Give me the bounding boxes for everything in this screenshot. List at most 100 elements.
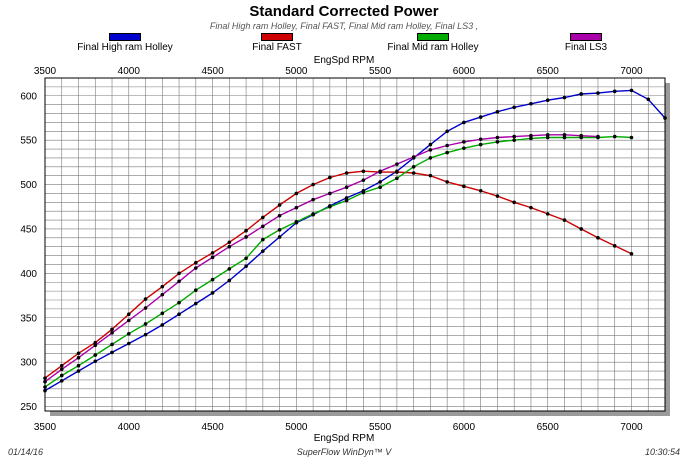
- data-point: [93, 340, 98, 345]
- data-point: [261, 224, 265, 229]
- data-point: [378, 169, 382, 174]
- data-point: [344, 196, 349, 200]
- data-point: [294, 220, 299, 224]
- data-point: [562, 95, 567, 100]
- data-point: [311, 212, 315, 216]
- data-point: [76, 351, 81, 356]
- x-tick-label-bottom: 3500: [34, 422, 57, 433]
- data-point: [361, 169, 366, 174]
- data-point: [545, 135, 550, 140]
- bottom-axis-title: EngSpd RPM: [313, 433, 375, 444]
- data-point: [277, 213, 282, 218]
- x-tick-label-bottom: 6500: [537, 422, 560, 433]
- chart-title: Standard Corrected Power: [249, 3, 439, 20]
- data-point: [160, 311, 165, 316]
- data-point: [328, 204, 332, 209]
- data-point: [462, 120, 466, 125]
- x-tick-label-top: 4500: [201, 66, 224, 77]
- data-point: [562, 218, 567, 222]
- data-point: [210, 277, 215, 282]
- data-point: [110, 350, 114, 355]
- data-point: [160, 323, 165, 327]
- data-point: [261, 215, 265, 220]
- data-point: [43, 376, 47, 380]
- legend-swatch-mid-ram: [417, 33, 449, 41]
- data-point: [143, 297, 148, 301]
- data-point: [512, 200, 516, 205]
- x-tick-label-top: 5500: [369, 66, 392, 77]
- data-point: [277, 235, 282, 239]
- y-tick-label: 300: [20, 358, 37, 369]
- data-point: [378, 185, 382, 190]
- data-point: [445, 129, 449, 134]
- legend-swatch-ls3: [570, 33, 602, 41]
- x-tick-label-bottom: 6000: [453, 422, 476, 433]
- data-point: [126, 341, 131, 346]
- data-point: [311, 182, 315, 187]
- data-point: [579, 133, 584, 138]
- data-point: [428, 156, 433, 160]
- data-point: [126, 318, 131, 323]
- footer-time: 10:30:54: [644, 447, 680, 457]
- data-point: [126, 331, 131, 336]
- data-point: [646, 97, 651, 102]
- chart-subtitle: Final High ram Holley, Final FAST, Final…: [209, 21, 479, 31]
- data-point: [562, 135, 567, 140]
- data-point: [210, 291, 215, 295]
- y-tick-label: 550: [20, 136, 37, 147]
- data-point: [311, 197, 315, 202]
- series-line-4: [44, 134, 599, 383]
- y-tick-label: 250: [20, 402, 37, 413]
- data-point: [344, 171, 349, 175]
- data-point: [395, 162, 399, 166]
- legend-item-mid-ram: Final Mid ram Holley: [353, 33, 513, 53]
- data-point: [244, 228, 248, 233]
- data-point: [261, 249, 265, 253]
- x-tick-label-bottom: 5500: [369, 422, 392, 433]
- data-point: [160, 284, 165, 289]
- data-point: [428, 173, 433, 178]
- data-point: [93, 353, 98, 357]
- data-point: [411, 165, 416, 169]
- data-point: [428, 148, 433, 152]
- data-point: [227, 244, 232, 249]
- data-point: [93, 343, 98, 348]
- data-point: [177, 312, 181, 317]
- legend-swatch-fast: [261, 33, 293, 41]
- y-tick-label: 350: [20, 313, 37, 324]
- data-point: [529, 136, 533, 141]
- data-point: [76, 369, 81, 373]
- data-point: [110, 327, 114, 332]
- data-point: [495, 194, 500, 198]
- y-tick-label: 600: [20, 91, 37, 102]
- data-point: [328, 175, 332, 180]
- data-point: [160, 292, 165, 297]
- legend-swatch-high-ram: [109, 33, 141, 41]
- data-point: [177, 279, 181, 284]
- data-point: [629, 88, 634, 93]
- data-point: [562, 133, 567, 137]
- data-point: [462, 184, 466, 189]
- data-point: [512, 138, 516, 142]
- x-tick-label-top: 5000: [285, 66, 308, 77]
- data-point: [344, 185, 349, 190]
- data-point: [579, 92, 584, 96]
- data-point: [445, 150, 449, 155]
- data-point: [395, 176, 399, 181]
- data-point: [629, 135, 634, 140]
- data-point: [545, 212, 550, 216]
- data-point: [277, 203, 282, 207]
- footer-date: 01/14/16: [8, 447, 44, 457]
- legend-label: Final LS3: [564, 42, 608, 53]
- data-point: [110, 342, 114, 347]
- data-point: [210, 251, 215, 255]
- data-point: [244, 235, 248, 239]
- data-point: [596, 134, 600, 139]
- data-point: [93, 359, 98, 364]
- x-tick-label-bottom: 7000: [620, 422, 643, 433]
- x-tick-label-bottom: 4500: [201, 422, 224, 433]
- data-point: [344, 198, 349, 203]
- data-point: [244, 264, 248, 269]
- data-point: [478, 142, 483, 147]
- data-point: [596, 236, 600, 240]
